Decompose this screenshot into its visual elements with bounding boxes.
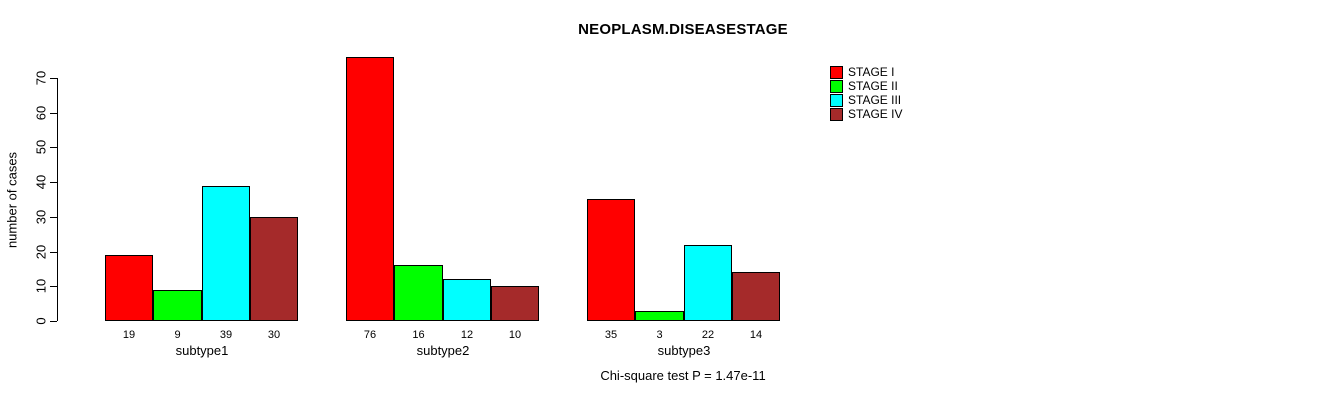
y-axis-tick: [50, 112, 57, 114]
bar-value-label: 16: [412, 329, 425, 341]
bar-subtype3-stage-ii: [635, 311, 684, 321]
legend-item-label: STAGE III: [848, 93, 902, 107]
y-axis-tick-label: 70: [33, 70, 49, 86]
bar-subtype3-stage-iv: [732, 272, 780, 321]
bar-value-label: 35: [604, 329, 618, 341]
category-label-subtype2: subtype2: [416, 343, 470, 358]
bar-subtype1-stage-iv: [250, 217, 298, 321]
chi-square-annotation: Chi-square test P = 1.47e-11: [600, 368, 766, 383]
legend-swatch-icon: [830, 93, 843, 107]
y-axis-tick-label: 40: [33, 174, 49, 190]
bar-value-label: 12: [460, 329, 474, 341]
legend-swatch-icon: [830, 65, 843, 79]
bar-value-label: 19: [122, 329, 136, 341]
category-label-subtype3: subtype3: [657, 343, 711, 358]
y-axis-tick-label: 10: [33, 279, 49, 294]
y-axis-tick: [50, 286, 57, 288]
bar-value-label: 10: [508, 329, 522, 341]
y-axis-tick: [50, 147, 57, 149]
y-axis-tick: [50, 251, 57, 253]
legend-item-stage-iv: STAGE IV: [830, 107, 902, 121]
bar-value-label: 22: [701, 329, 715, 341]
chart-title: NEOPLASM.DISEASESTAGE: [578, 21, 788, 38]
legend: STAGE I STAGE II STAGE III STAGE IV: [830, 65, 902, 121]
bar-value-label: 76: [363, 329, 377, 341]
legend-item-label: STAGE IV: [848, 107, 903, 121]
bar-subtype2-stage-ii: [394, 265, 443, 321]
legend-item-label: STAGE II: [848, 79, 898, 93]
legend-item-stage-i: STAGE I: [830, 65, 902, 79]
legend-swatch-icon: [830, 79, 843, 93]
bar-subtype2-stage-i: [346, 57, 394, 321]
category-label-subtype1: subtype1: [175, 343, 229, 358]
bar-subtype1-stage-ii: [153, 290, 202, 321]
y-axis-label: number of cases: [4, 151, 20, 249]
bar-subtype3-stage-i: [587, 199, 635, 321]
bar-subtype1-stage-i: [105, 255, 153, 321]
y-axis-tick-label: 30: [33, 209, 49, 225]
legend-item-label: STAGE I: [848, 65, 895, 79]
y-axis-line: [57, 78, 58, 321]
y-axis-tick: [50, 78, 57, 79]
y-axis-tick: [50, 216, 57, 218]
bar-value-label: 39: [219, 329, 233, 341]
bar-subtype2-stage-iv: [491, 286, 539, 321]
y-axis-tick-label: 50: [33, 140, 49, 155]
y-axis-tick-label: 60: [33, 105, 49, 120]
legend-item-stage-iii: STAGE III: [830, 93, 902, 107]
bar-value-label: 9: [174, 329, 181, 341]
bar-value-label: 30: [267, 329, 281, 341]
legend-item-stage-ii: STAGE II: [830, 79, 902, 93]
y-axis-tick: [50, 182, 57, 184]
legend-swatch-icon: [830, 107, 843, 121]
bar-value-label: 3: [656, 329, 663, 341]
bar-subtype1-stage-iii: [202, 186, 250, 321]
y-axis-tick-label: 20: [33, 244, 49, 259]
bar-subtype3-stage-iii: [684, 245, 732, 321]
y-axis-tick: [50, 321, 57, 322]
bar-subtype2-stage-iii: [443, 279, 491, 321]
bar-value-label: 14: [749, 329, 763, 341]
y-axis-tick-label: 0: [33, 317, 49, 325]
